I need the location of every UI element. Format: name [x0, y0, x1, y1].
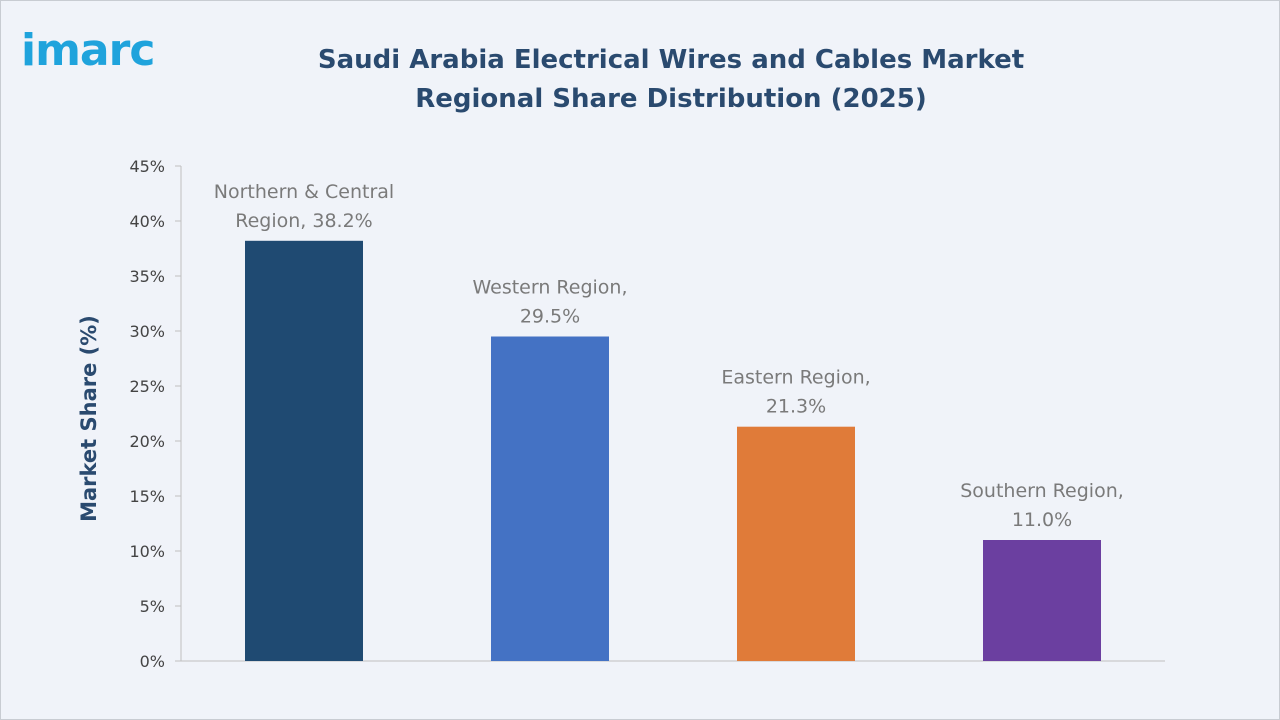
data-label: Region, 38.2% — [235, 210, 372, 232]
y-tick-label: 45% — [129, 157, 165, 176]
y-tick-label: 30% — [129, 322, 165, 341]
y-tick-label: 40% — [129, 212, 165, 231]
y-tick-label: 5% — [140, 597, 165, 616]
y-tick-label: 25% — [129, 377, 165, 396]
bar — [491, 336, 609, 661]
data-label: Northern & Central — [214, 181, 394, 203]
data-label: 11.0% — [1012, 509, 1072, 531]
bar — [737, 426, 855, 661]
y-tick-label: 10% — [129, 542, 165, 561]
y-tick-label: 15% — [129, 487, 165, 506]
chart-title: Saudi Arabia Electrical Wires and Cables… — [317, 45, 1025, 114]
imarc-logo: imarc — [21, 25, 155, 76]
bar — [983, 540, 1101, 661]
y-axis-title: Market Share (%) — [77, 315, 101, 522]
data-label: 29.5% — [520, 306, 580, 328]
y-tick-label: 0% — [140, 652, 165, 671]
data-label: 21.3% — [766, 396, 826, 418]
bar — [245, 240, 363, 662]
data-label: Western Region, — [472, 277, 627, 299]
data-label: Southern Region, — [960, 480, 1124, 502]
y-tick-label: 20% — [129, 432, 165, 451]
y-tick-label: 35% — [129, 267, 165, 286]
data-label: Eastern Region, — [721, 367, 870, 389]
